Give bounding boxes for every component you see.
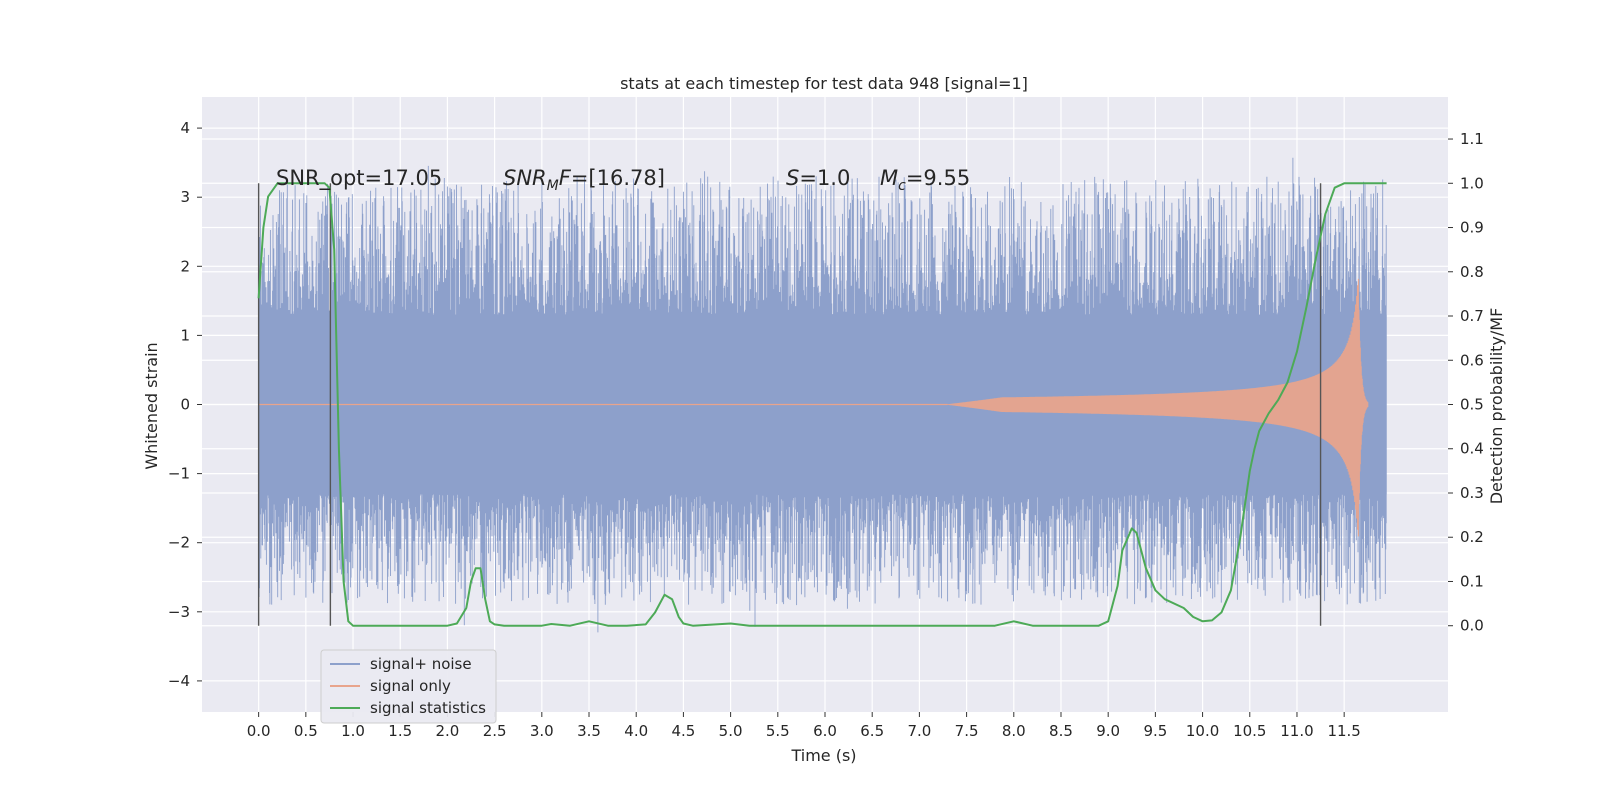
x-tick-label-20: 10.0 — [1186, 722, 1219, 740]
x-tick-label-7: 3.5 — [577, 722, 601, 740]
x-tick-label-21: 10.5 — [1233, 722, 1266, 740]
x-tick-label-14: 7.0 — [907, 722, 931, 740]
y-right-tick-label-0: 1.1 — [1460, 130, 1484, 148]
statistics-line — [257, 182, 1387, 627]
annotation-snr-mf-value: =[16.78] — [571, 166, 665, 190]
y-right-tick-label-2: 0.9 — [1460, 219, 1484, 237]
x-tick-label-5: 2.5 — [483, 722, 507, 740]
x-axis-label: Time (s) — [790, 746, 856, 765]
y-left-tick-label-1: 3 — [180, 188, 190, 206]
x-tick-label-12: 6.0 — [813, 722, 837, 740]
ticks: 0.0 0.5 1.0 1.5 2.0 2.5 3.0 3.5 4.0 4.5 5.0 5.5 6.0 6… — [168, 119, 1484, 740]
annotation-snr-mf-sub: M — [547, 178, 559, 194]
x-tick-label-13: 6.5 — [860, 722, 884, 740]
y-left-tick-label-2: 2 — [180, 257, 190, 275]
y-right-tick-label-9: 0.2 — [1460, 528, 1484, 546]
annotation-s-value: =1.0 — [799, 166, 850, 190]
legend-label-signal-statistics: signal statistics — [370, 699, 486, 717]
y-right-tick-label-10: 0.1 — [1460, 572, 1484, 590]
y-right-tick-label-6: 0.5 — [1460, 396, 1484, 414]
y-left-tick-label-3: 1 — [180, 326, 190, 344]
annotation-s-sym: S — [786, 166, 799, 190]
y-right-tick-label-1: 1.0 — [1460, 174, 1484, 192]
y-left-tick-label-5: −1 — [168, 465, 190, 483]
annotation-mc-sub: c — [898, 178, 906, 194]
legend-box — [320, 649, 497, 724]
annotation-snr-opt: SNR_opt=17.05 — [276, 166, 442, 191]
x-tick-label-17: 8.5 — [1049, 722, 1073, 740]
x-tick-label-18: 9.0 — [1096, 722, 1120, 740]
annotation-mc-sym: M — [880, 166, 898, 190]
x-tick-label-19: 9.5 — [1143, 722, 1167, 740]
x-tick-label-16: 8.0 — [1002, 722, 1026, 740]
x-tick-label-23: 11.5 — [1327, 722, 1360, 740]
legend: signal+ noise signal only signal statist… — [320, 649, 497, 724]
legend-label-signal-only: signal only — [370, 677, 451, 695]
y-left-tick-label-7: −3 — [168, 603, 190, 621]
x-tick-label-8: 4.0 — [624, 722, 648, 740]
x-tick-label-10: 5.0 — [719, 722, 743, 740]
annotation-snr-mf-f: F — [559, 166, 572, 190]
y-right-tick-label-8: 0.3 — [1460, 484, 1484, 502]
annotation-mc: Mc=9.55 — [880, 166, 970, 194]
x-tick-label-11: 5.5 — [766, 722, 790, 740]
y-axis-label-left: Whitened strain — [142, 342, 161, 469]
x-tick-label-2: 1.0 — [341, 722, 365, 740]
y-right-tick-label-3: 0.8 — [1460, 263, 1484, 281]
x-tick-label-15: 7.5 — [955, 722, 979, 740]
marker-lines — [257, 183, 1322, 626]
y-left-tick-label-4: 0 — [180, 396, 190, 414]
annotation-mc-value: =9.55 — [906, 166, 970, 190]
y-right-tick-label-7: 0.4 — [1460, 440, 1484, 458]
x-tick-label-9: 4.5 — [671, 722, 695, 740]
annotation-snr-mf: SNRMF=[16.78] — [503, 166, 665, 194]
x-tick-label-0: 0.0 — [247, 722, 271, 740]
x-tick-label-3: 1.5 — [388, 722, 412, 740]
x-tick-label-22: 11.0 — [1280, 722, 1313, 740]
x-tick-label-6: 3.0 — [530, 722, 554, 740]
y-right-tick-label-4: 0.7 — [1460, 307, 1484, 325]
legend-label-signal-noise: signal+ noise — [370, 655, 472, 673]
chart-title: stats at each timestep for test data 948… — [620, 74, 1028, 93]
y-right-tick-label-11: 0.0 — [1460, 617, 1484, 635]
y-left-tick-label-0: 4 — [180, 119, 190, 137]
y-right-tick-label-5: 0.6 — [1460, 351, 1484, 369]
series-signal-statistics — [257, 182, 1387, 627]
y-left-tick-label-8: −4 — [168, 672, 190, 690]
y-axis-label-right: Detection probability/MF — [1487, 308, 1506, 505]
annotation-s: S=1.0 — [786, 166, 850, 190]
x-tick-label-1: 0.5 — [294, 722, 318, 740]
annotation-snr-mf-base: SNR — [503, 166, 547, 190]
x-tick-label-4: 2.0 — [435, 722, 459, 740]
y-left-tick-label-6: −2 — [168, 534, 190, 552]
